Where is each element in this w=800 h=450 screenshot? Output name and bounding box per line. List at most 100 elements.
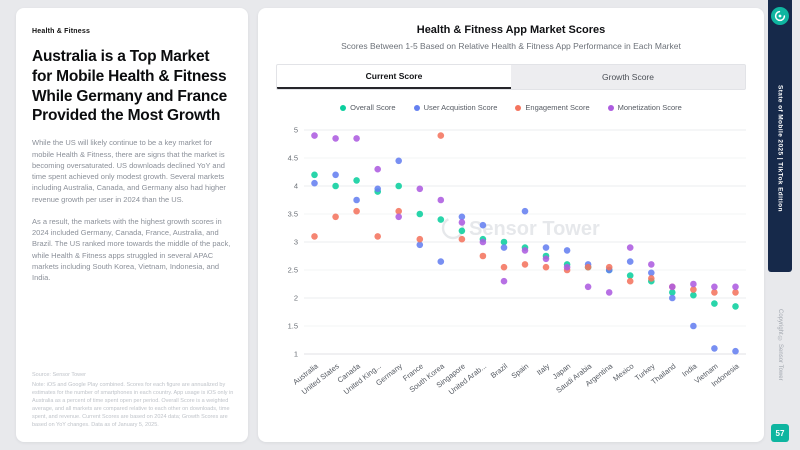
data-point: [605, 263, 613, 271]
legend-item-engagement: Engagement Score: [515, 103, 590, 112]
data-point: [311, 233, 318, 240]
svg-text:4: 4: [294, 182, 298, 191]
footnote-source: Source: Sensor Tower: [32, 372, 87, 379]
data-point: [732, 303, 739, 310]
legend-dot-icon: [413, 104, 420, 111]
data-point: [395, 207, 402, 215]
svg-text:Sensor Tower: Sensor Tower: [469, 218, 600, 240]
legend-dot-icon: [340, 104, 347, 111]
chart-subtitle: Scores Between 1-5 Based on Relative Hea…: [341, 41, 681, 51]
page-number-badge: 57: [771, 424, 789, 442]
data-point: [626, 277, 634, 285]
legend-label: Overall Score: [350, 103, 396, 112]
data-point: [711, 283, 718, 291]
data-point: [416, 185, 424, 193]
svg-text:Brazil: Brazil: [489, 361, 510, 380]
chart-area: 1 1.5 2 2.5 3 3.5 4 4.5 5 Sensor Tower Australia Un…: [258, 116, 764, 420]
data-point: [353, 207, 360, 215]
footnote-note: Note: iOS and Google Play combined. Scor…: [32, 382, 234, 429]
category-label: Health & Fitness: [32, 28, 91, 35]
legend-label: User Acquistion Score: [423, 103, 498, 112]
data-point: [542, 263, 550, 271]
svg-text:2.5: 2.5: [288, 266, 298, 275]
data-point: [500, 277, 508, 285]
legend-label: Engagement Score: [525, 103, 590, 112]
data-point: [648, 261, 655, 268]
data-point: [458, 213, 466, 221]
data-point: [584, 283, 592, 291]
data-point: [416, 241, 424, 249]
data-point: [332, 171, 339, 179]
data-point: [416, 235, 424, 243]
logo-glyph-icon: [774, 10, 786, 22]
data-point: [732, 289, 739, 296]
svg-text:1: 1: [294, 350, 298, 359]
data-point: [542, 244, 550, 251]
data-point: [458, 219, 466, 226]
svg-text:2: 2: [294, 294, 298, 303]
data-point: [479, 221, 487, 229]
data-point: [648, 269, 655, 277]
data-point: [479, 252, 487, 260]
svg-text:Mexico: Mexico: [611, 361, 635, 383]
data-point: [437, 216, 445, 223]
data-point: [521, 247, 529, 254]
chart-title: Health & Fitness App Market Scores: [416, 24, 606, 36]
data-point: [395, 157, 402, 165]
chart-panel: Health & Fitness App Market Scores Score…: [258, 8, 764, 442]
data-point: [732, 283, 739, 291]
data-point: [500, 263, 508, 271]
chart-legend: Overall Score User Acquistion Score Enga…: [258, 103, 764, 112]
data-point: [437, 258, 445, 265]
data-point: [311, 179, 318, 187]
score-tabbar: Current Score Growth Score: [276, 64, 746, 90]
data-point: [669, 294, 676, 302]
svg-text:1.5: 1.5: [288, 322, 298, 331]
insight-panel: Health & Fitness Australia is a Top Mark…: [16, 8, 248, 442]
copyright-vertical: Copyright © Sensor Tower: [777, 309, 783, 381]
data-point: [332, 135, 339, 142]
data-point: [563, 247, 571, 254]
rail-background: [768, 0, 792, 272]
data-point: [353, 177, 360, 184]
sensor-tower-logo-icon: [771, 7, 789, 25]
data-point: [626, 272, 634, 279]
data-point: [437, 132, 445, 139]
data-point: [521, 207, 529, 215]
data-point: [732, 347, 739, 355]
data-point: [669, 289, 676, 296]
legend-dot-icon: [515, 104, 522, 111]
report-rail: State of Mobile 2025 | TikTok Edition Co…: [768, 0, 792, 450]
svg-text:5: 5: [294, 126, 298, 135]
insight-paragraph: As a result, the markets with the highes…: [32, 216, 231, 283]
data-point: [690, 291, 697, 299]
data-point: [584, 263, 592, 271]
data-point: [711, 345, 718, 352]
footnote: Source: Sensor Tower Note: iOS and Googl…: [32, 372, 234, 430]
data-point: [332, 213, 339, 221]
tab-growth-score[interactable]: Growth Score: [602, 72, 654, 82]
svg-text:Spain: Spain: [510, 361, 531, 380]
data-point: [690, 322, 697, 330]
legend-item-user-acquisition: User Acquistion Score: [413, 103, 498, 112]
data-point: [374, 165, 381, 173]
data-point: [690, 280, 697, 288]
watermark: Sensor Tower: [441, 216, 600, 240]
tab-current-score[interactable]: Current Score: [277, 65, 511, 89]
data-point: [500, 238, 508, 246]
insight-paragraph: While the US will likely continue to be …: [32, 138, 226, 204]
data-point: [690, 286, 697, 293]
svg-text:3.5: 3.5: [288, 210, 298, 219]
data-point: [521, 261, 529, 268]
legend-item-monetization: Monetization Score: [607, 103, 682, 112]
data-point: [542, 255, 550, 263]
data-point: [311, 132, 318, 139]
data-point: [626, 258, 634, 265]
data-point: [626, 244, 634, 251]
svg-text:Italy: Italy: [535, 361, 552, 377]
data-point: [500, 244, 508, 251]
insight-title: Australia is a Top Market for Mobile Hea…: [32, 48, 228, 125]
data-point: [416, 210, 424, 218]
data-point: [395, 213, 402, 221]
